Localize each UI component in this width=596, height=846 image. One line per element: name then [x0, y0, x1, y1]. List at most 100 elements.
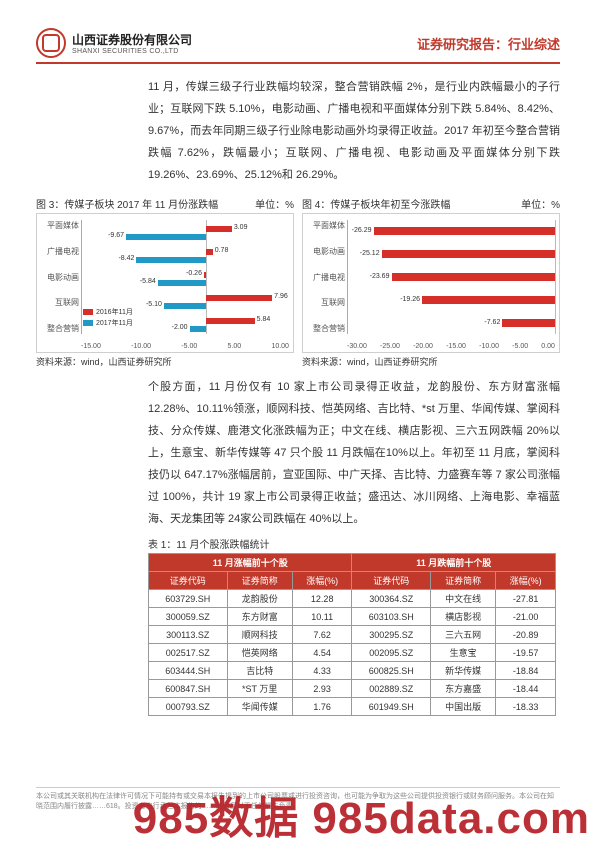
table-cell: 顺网科技 [227, 626, 292, 644]
table-cell: 603103.SH [352, 608, 431, 626]
table-cell: 新华传媒 [430, 662, 495, 680]
legend-label-2017: 2017年11月 [96, 318, 133, 328]
table-row: 300059.SZ东方财富10.11603103.SH横店影视-21.00 [149, 608, 556, 626]
th: 证券代码 [149, 572, 228, 590]
table-cell: -19.57 [496, 644, 556, 662]
company-logo-icon [36, 28, 66, 58]
legend-label-2016: 2016年11月 [96, 307, 133, 317]
table-cell: *ST 万里 [227, 680, 292, 698]
chart-3-title-left: 图 3：传媒子板块 2017 年 11 月份涨跌幅 [36, 196, 218, 211]
table-cell: 603444.SH [149, 662, 228, 680]
table-title: 表 1：11 月个股涨跌幅统计 [148, 536, 560, 551]
xtick: -15.00 [81, 343, 101, 350]
table-cell: -18.33 [496, 698, 556, 716]
xtick: -25.00 [380, 343, 400, 350]
table-cell: 生意宝 [430, 644, 495, 662]
table-cell: 300295.SZ [352, 626, 431, 644]
th: 涨幅(%) [292, 572, 352, 590]
chart-4-title-right: 单位：% [521, 196, 560, 211]
xtick: -20.00 [413, 343, 433, 350]
watermark: 985数据 985data.com [133, 782, 590, 846]
table-cell: -27.81 [496, 590, 556, 608]
table-cell: 中文在线 [430, 590, 495, 608]
xtick: -30.00 [347, 343, 367, 350]
chart-4-cat-0: 平面媒体 [305, 220, 345, 231]
table-cell: 1.76 [292, 698, 352, 716]
table-cell: 002095.SZ [352, 644, 431, 662]
chart-3-ylabels: 平面媒体 广播电视 电影动画 互联网 整合营销 [39, 220, 79, 334]
table-row: 603444.SH吉比特4.33600825.SH新华传媒-18.84 [149, 662, 556, 680]
table-cell: 000793.SZ [149, 698, 228, 716]
logo-block: 山西证券股份有限公司 SHANXI SECURITIES CO.,LTD [36, 28, 192, 58]
chart-3: 图 3：传媒子板块 2017 年 11 月份涨跌幅 单位：% 平面媒体 广播电视… [36, 196, 294, 368]
th: 证券代码 [352, 572, 431, 590]
table-cell: 4.33 [292, 662, 352, 680]
xtick: -10.00 [131, 343, 151, 350]
table-group-header: 11 月涨幅前十个股 11 月跌幅前十个股 [149, 554, 556, 572]
stats-table: 11 月涨幅前十个股 11 月跌幅前十个股 证券代码 证券简称 涨幅(%) 证券… [148, 553, 556, 716]
table-cell: 002517.SZ [149, 644, 228, 662]
table-row: 600847.SH*ST 万里2.93002889.SZ东方嘉盛-18.44 [149, 680, 556, 698]
legend-row-2017: 2017年11月 [83, 318, 133, 328]
chart-3-title: 图 3：传媒子板块 2017 年 11 月份涨跌幅 单位：% [36, 196, 294, 211]
table-cell: 600825.SH [352, 662, 431, 680]
chart-3-area: 平面媒体 广播电视 电影动画 互联网 整合营销 3.09-9.670.78-8.… [36, 213, 294, 353]
th: 证券简称 [430, 572, 495, 590]
table-cell: -18.84 [496, 662, 556, 680]
table-cell: 603729.SH [149, 590, 228, 608]
table-cell: 300059.SZ [149, 608, 228, 626]
table-group-bottom: 11 月跌幅前十个股 [352, 554, 556, 572]
xtick: -5.00 [181, 343, 197, 350]
table-cell: 东方嘉盛 [430, 680, 495, 698]
xtick: 5.00 [228, 343, 242, 350]
table-cell: 吉比特 [227, 662, 292, 680]
table-cell: 横店影视 [430, 608, 495, 626]
xtick: 10.00 [271, 343, 289, 350]
table-cell: 002889.SZ [352, 680, 431, 698]
chart-3-title-right: 单位：% [255, 196, 294, 211]
table-group-top: 11 月涨幅前十个股 [149, 554, 352, 572]
table-cell: 300113.SZ [149, 626, 228, 644]
table-row: 300113.SZ顺网科技7.62300295.SZ三六五网-20.89 [149, 626, 556, 644]
xtick: -10.00 [479, 343, 499, 350]
th: 涨幅(%) [496, 572, 556, 590]
th: 证券简称 [227, 572, 292, 590]
page-header: 山西证券股份有限公司 SHANXI SECURITIES CO.,LTD 证券研… [36, 28, 560, 64]
xtick: 0.00 [541, 343, 555, 350]
table-cell: 中国出版 [430, 698, 495, 716]
table-cell: 300364.SZ [352, 590, 431, 608]
xtick: -15.00 [446, 343, 466, 350]
table-cell: 7.62 [292, 626, 352, 644]
chart-4-cat-3: 互联网 [305, 297, 345, 308]
table-row: 002517.SZ恺英网络4.54002095.SZ生意宝-19.57 [149, 644, 556, 662]
chart-3-cat-0: 平面媒体 [39, 220, 79, 231]
table-cell: 三六五网 [430, 626, 495, 644]
table-cell: 2.93 [292, 680, 352, 698]
chart-3-legend: 2016年11月 2017年11月 [83, 307, 133, 328]
table-cell: 12.28 [292, 590, 352, 608]
paragraph-2: 个股方面，11 月份仅有 10 家上市公司录得正收益，龙韵股份、东方财富涨幅 1… [148, 376, 560, 530]
table-cell: -18.44 [496, 680, 556, 698]
chart-3-cat-3: 互联网 [39, 297, 79, 308]
table-cell: 恺英网络 [227, 644, 292, 662]
table-row: 603729.SH龙韵股份12.28300364.SZ中文在线-27.81 [149, 590, 556, 608]
logo-inner-icon [42, 34, 60, 52]
table-cell: 东方财富 [227, 608, 292, 626]
company-name-cn: 山西证券股份有限公司 [72, 31, 192, 48]
table-cell: 4.54 [292, 644, 352, 662]
chart-4-cat-2: 广播电视 [305, 272, 345, 283]
paragraph-1: 11 月，传媒三级子行业跌幅均较深，整合营销跌幅 2%，是行业内跌幅最小的子行业… [148, 76, 560, 186]
chart-4-area: 平面媒体 电影动画 广播电视 互联网 整合营销 -26.29-25.12-23.… [302, 213, 560, 353]
chart-4-cat-1: 电影动画 [305, 246, 345, 257]
table-body: 603729.SH龙韵股份12.28300364.SZ中文在线-27.81300… [149, 590, 556, 716]
report-title: 证券研究报告：行业综述 [417, 34, 560, 53]
chart-3-cat-1: 广播电视 [39, 246, 79, 257]
table-cell: 601949.SH [352, 698, 431, 716]
table-cell: -20.89 [496, 626, 556, 644]
legend-row-2016: 2016年11月 [83, 307, 133, 317]
company-name-block: 山西证券股份有限公司 SHANXI SECURITIES CO.,LTD [72, 31, 192, 55]
legend-swatch-blue [83, 320, 93, 326]
chart-4-ylabels: 平面媒体 电影动画 广播电视 互联网 整合营销 [305, 220, 345, 334]
chart-4-source: 资料来源：wind，山西证券研究所 [302, 355, 560, 368]
table-cell: 10.11 [292, 608, 352, 626]
